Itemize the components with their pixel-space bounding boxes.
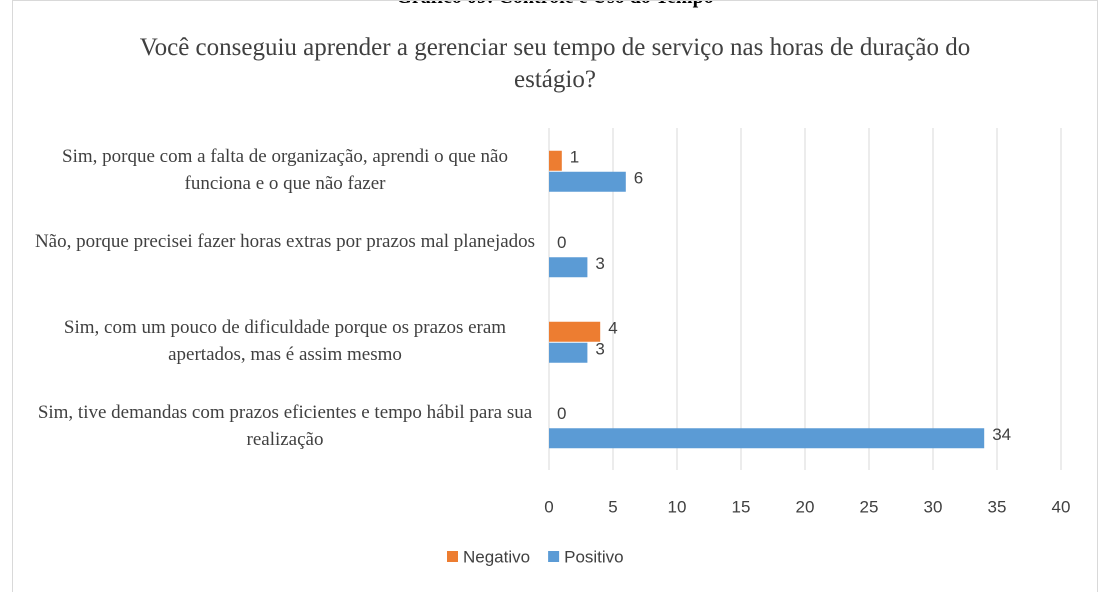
x-tick-label: 5 (608, 497, 617, 516)
bar (549, 342, 588, 363)
chart-frame (12, 0, 1098, 592)
data-label: 4 (608, 319, 617, 338)
category-label: Sim, porque com a falta de organização, … (62, 145, 508, 194)
bar (549, 150, 562, 171)
x-tick-label: 35 (988, 497, 1007, 516)
x-tick-label: 30 (924, 497, 943, 516)
category-label: Sim, tive demandas com prazos eficientes… (37, 402, 533, 451)
data-label: 3 (595, 254, 604, 273)
legend-swatch (447, 551, 458, 562)
heading: Gráfico 09: Controle e Uso do Tempo (0, 0, 1099, 9)
data-label: 0 (557, 404, 566, 423)
x-tick-label: 25 (860, 497, 879, 516)
x-tick-label: 0 (544, 497, 553, 516)
bar (549, 321, 601, 342)
x-tick-label: 15 (732, 497, 751, 516)
bar (549, 171, 626, 192)
data-label: 6 (634, 169, 643, 188)
bar (549, 428, 985, 449)
category-label: Não, porque precisei fazer horas extras … (34, 231, 536, 253)
x-tick-label: 10 (668, 497, 687, 516)
bar (549, 257, 588, 278)
data-label: 3 (595, 340, 604, 359)
legend-swatch (548, 551, 560, 562)
legend-label: Positivo (564, 547, 624, 566)
legend-label: Negativo (463, 547, 530, 566)
data-label: 0 (557, 233, 566, 252)
data-label: 34 (992, 425, 1011, 444)
data-label: 1 (570, 148, 579, 167)
x-tick-label: 40 (1052, 497, 1071, 516)
category-label: Sim, com um pouco de dificuldade porque … (63, 316, 507, 365)
chart-title: Você conseguiu aprender a gerenciar seu … (139, 34, 971, 93)
x-tick-label: 20 (796, 497, 815, 516)
